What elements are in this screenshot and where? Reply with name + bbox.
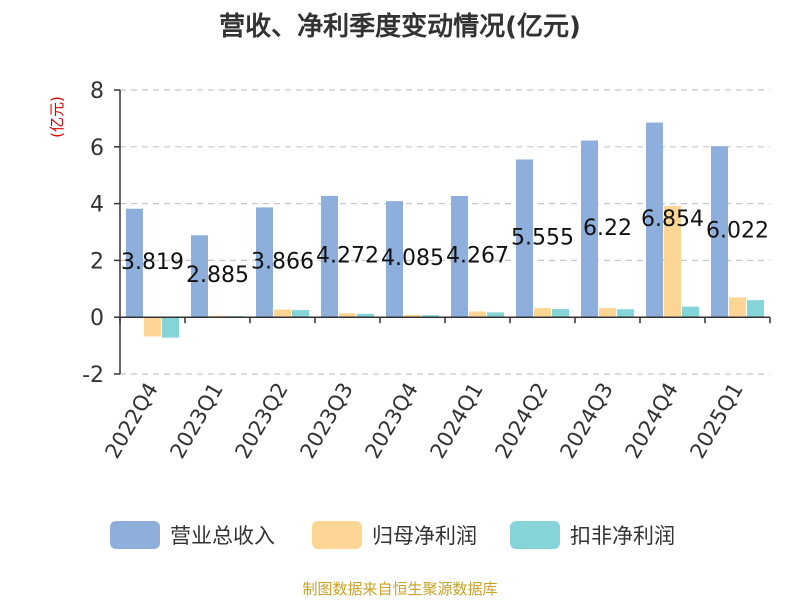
bar	[711, 146, 728, 318]
legend-label: 扣非净利润	[570, 524, 675, 548]
y-tick-label: 4	[90, 193, 104, 218]
legend-label: 营业总收入	[170, 524, 275, 548]
bar	[339, 313, 356, 318]
bar	[682, 306, 699, 318]
data-label: 6.022	[706, 219, 769, 244]
bar	[729, 297, 746, 318]
bar	[516, 159, 533, 318]
bar	[599, 308, 616, 318]
data-label: 6.854	[641, 207, 704, 232]
bar	[581, 140, 598, 318]
bar	[321, 195, 338, 318]
y-tick-label: 6	[90, 136, 104, 161]
data-label: 3.819	[121, 250, 184, 275]
bar	[617, 309, 634, 318]
y-tick-labels: -2 0 2 4 6 8	[82, 79, 104, 388]
y-tick-label: 2	[90, 249, 104, 274]
bar	[552, 308, 569, 318]
x-tick-label: 2024Q2	[490, 379, 552, 463]
bar	[386, 201, 403, 318]
data-label: 3.866	[251, 249, 314, 274]
legend-swatch	[510, 521, 560, 549]
y-axis-label: (亿元)	[48, 96, 66, 138]
x-tick-label: 2024Q1	[425, 379, 487, 463]
x-tick-label: 2022Q4	[100, 379, 162, 463]
legend: 营业总收入 归母净利润 扣非净利润	[110, 521, 675, 549]
bar	[469, 311, 486, 318]
x-tick-label: 2023Q3	[295, 379, 357, 463]
bar	[646, 122, 663, 318]
bar	[357, 313, 374, 318]
y-tick-label: 8	[90, 79, 104, 104]
bar	[451, 196, 468, 318]
x-tick-label: 2023Q2	[230, 379, 292, 463]
bar	[664, 205, 681, 318]
bar	[191, 235, 208, 318]
legend-swatch	[312, 521, 362, 549]
x-tick-label: 2025Q1	[685, 379, 747, 463]
data-label: 5.555	[511, 225, 574, 250]
bar	[534, 308, 551, 318]
bar	[126, 208, 143, 318]
data-label: 6.22	[583, 216, 632, 241]
bar	[292, 310, 309, 318]
data-label: 2.885	[186, 263, 249, 288]
bar	[274, 309, 291, 318]
data-label: 4.085	[381, 246, 444, 271]
legend-label: 归母净利润	[372, 524, 477, 548]
data-label: 4.272	[316, 244, 379, 269]
bar	[404, 314, 421, 318]
x-tick-label: 2024Q3	[555, 379, 617, 463]
bar	[144, 317, 161, 337]
bars	[126, 122, 764, 338]
legend-swatch	[110, 521, 160, 549]
bar	[747, 300, 764, 318]
axes	[114, 89, 771, 375]
x-tick-labels: 2022Q4 2023Q1 2023Q2 2023Q3 2023Q4 2024Q1 2024…	[100, 379, 747, 463]
bar	[422, 315, 439, 318]
data-label: 4.267	[446, 244, 509, 269]
x-tick-label: 2023Q1	[165, 379, 227, 463]
x-tick-label: 2024Q4	[620, 379, 682, 463]
source-note: 制图数据来自恒生聚源数据库	[302, 580, 497, 598]
x-tick-label: 2023Q4	[360, 379, 422, 463]
bar	[256, 207, 273, 318]
chart-title: 营收、净利季度变动情况(亿元)	[219, 11, 581, 42]
y-tick-label: 0	[90, 306, 104, 331]
bar	[162, 317, 179, 338]
y-tick-label: -2	[82, 363, 104, 388]
bar	[487, 312, 504, 318]
